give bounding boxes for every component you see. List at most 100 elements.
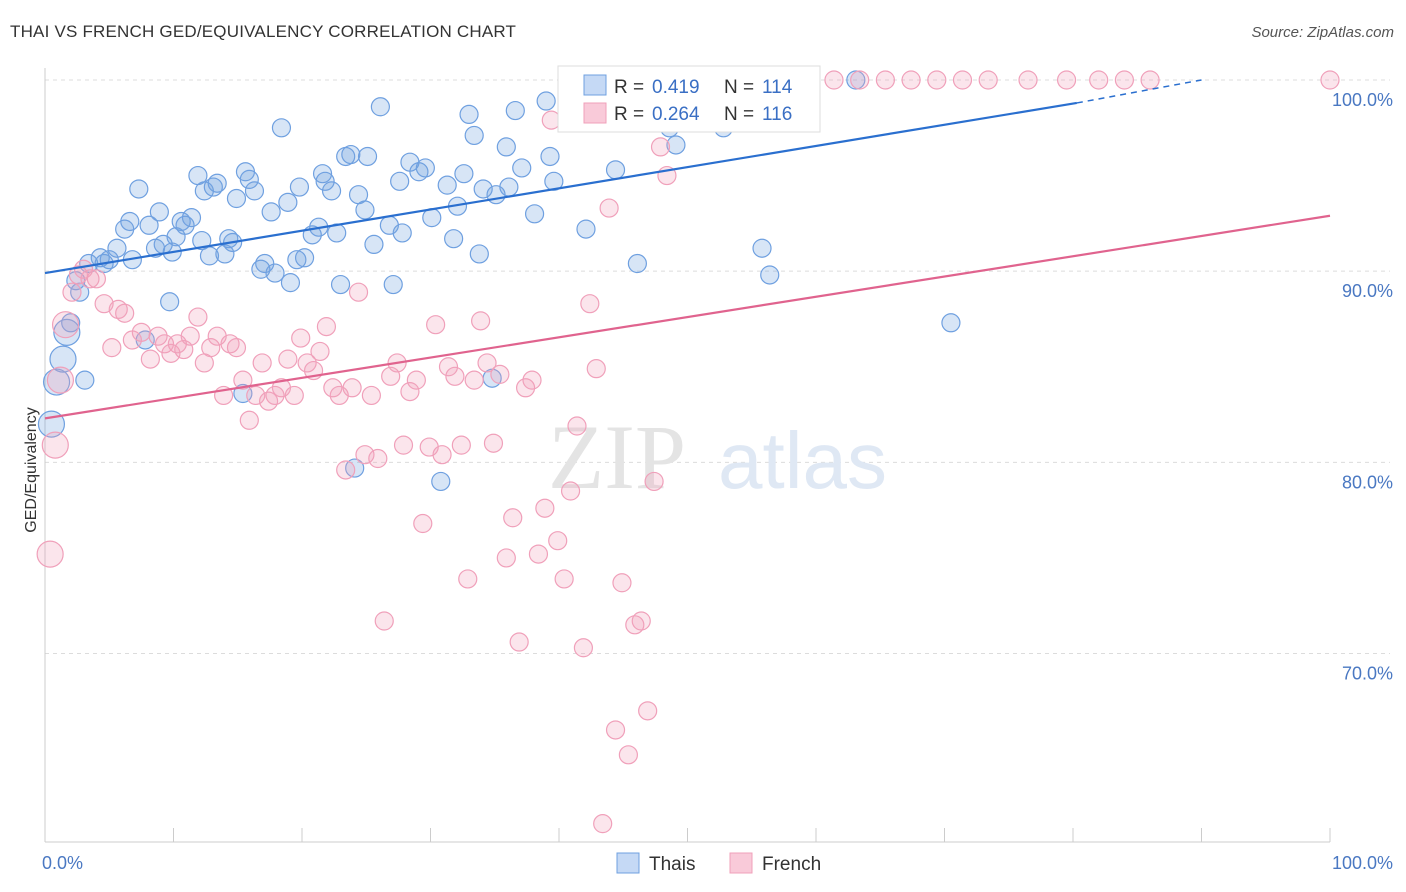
french-point — [426, 315, 446, 335]
legend-french-r-label: R = — [614, 104, 644, 125]
french-point — [515, 378, 536, 398]
french-point — [477, 353, 497, 373]
french-point — [535, 498, 555, 518]
french-point — [413, 513, 433, 534]
french-point — [522, 370, 542, 390]
legend-french-swatch — [583, 102, 607, 124]
french-point — [355, 445, 375, 465]
french-point — [361, 385, 381, 406]
french-point — [824, 70, 844, 90]
thai-point — [505, 100, 525, 121]
french-point — [638, 701, 658, 721]
french-point — [297, 353, 317, 373]
thai-point — [129, 179, 149, 199]
thai-point — [244, 181, 265, 201]
thai-point — [431, 471, 451, 492]
french-point — [631, 611, 651, 631]
french-point — [68, 265, 89, 285]
french-point — [528, 544, 549, 564]
french-point — [1320, 70, 1340, 90]
thai-point — [265, 263, 285, 283]
french-point — [316, 317, 337, 337]
legend-french-r-value: 0.264 — [652, 104, 700, 125]
french-point — [509, 632, 529, 652]
french-point — [644, 471, 664, 492]
french-point — [284, 385, 304, 406]
thai-point — [752, 238, 772, 258]
french-point — [927, 70, 947, 90]
thai-point — [437, 175, 457, 195]
legend-french-n-label: N = — [724, 104, 754, 125]
data-points — [36, 70, 1340, 834]
french-point — [593, 814, 613, 834]
french-point — [875, 70, 895, 90]
french-point — [252, 353, 272, 373]
thai-point — [605, 160, 626, 180]
french-point — [188, 307, 208, 327]
french-point — [323, 378, 343, 398]
legend-thai-swatch — [583, 74, 607, 96]
thai-point — [207, 173, 227, 193]
french-point — [490, 364, 510, 384]
y-tick-label: 80.0% — [1342, 472, 1393, 492]
french-point — [393, 435, 414, 455]
thai-point — [315, 171, 335, 191]
french-point — [336, 460, 356, 480]
french-point — [612, 573, 632, 593]
thai-point — [278, 192, 298, 212]
thai-point — [512, 158, 532, 178]
french-point — [161, 343, 181, 363]
french-point — [46, 366, 75, 394]
thai-point — [392, 223, 412, 243]
french-point — [201, 338, 221, 358]
watermark-atlas: atlas — [718, 416, 887, 505]
french-point — [503, 508, 523, 528]
french-point — [226, 338, 247, 358]
french-point — [80, 269, 100, 289]
thai-trend-line — [44, 101, 1078, 275]
french-point — [850, 70, 870, 90]
x-tick-label-max: 100.0% — [1332, 853, 1393, 873]
legend-french-bottom-swatch — [729, 852, 753, 874]
thai-point — [540, 146, 560, 167]
axes — [44, 68, 1331, 843]
french-point — [368, 448, 388, 469]
thai-point — [330, 274, 351, 295]
legend-thais-swatch — [616, 852, 640, 874]
french-point — [233, 370, 253, 390]
french-point — [406, 370, 426, 390]
thai-point — [312, 164, 333, 184]
legend-thai-n-value: 114 — [762, 77, 793, 98]
thai-point — [370, 97, 390, 117]
thai-point — [499, 177, 519, 197]
thai-point — [289, 177, 310, 197]
thai-point — [160, 292, 180, 312]
thai-point — [536, 91, 556, 111]
french-point — [458, 569, 478, 589]
legend-thai-r-value: 0.419 — [652, 77, 700, 98]
french-point — [265, 385, 285, 406]
y-tick-label: 100.0% — [1332, 90, 1393, 110]
thai-point — [139, 215, 159, 235]
source-label: Source: ZipAtlas.com — [1251, 24, 1394, 41]
french-point — [148, 326, 168, 346]
series-legend: Thais French — [616, 852, 821, 875]
thai-point — [261, 202, 281, 222]
french-point — [51, 311, 80, 339]
french-point — [102, 338, 122, 358]
thai-point — [255, 253, 275, 274]
french-point — [650, 137, 671, 157]
french-point — [432, 445, 452, 465]
thai-point — [294, 248, 315, 268]
thai-point — [390, 171, 410, 191]
legend-thai-r-label: R = — [614, 77, 644, 98]
thai-point — [226, 188, 247, 209]
thai-point — [287, 250, 307, 270]
french-point — [239, 410, 259, 430]
y-tick-label: 90.0% — [1342, 281, 1393, 301]
french-trend-line — [44, 214, 1331, 420]
thai-point — [364, 234, 384, 255]
french-point — [1056, 70, 1077, 90]
thai-point — [444, 229, 464, 249]
